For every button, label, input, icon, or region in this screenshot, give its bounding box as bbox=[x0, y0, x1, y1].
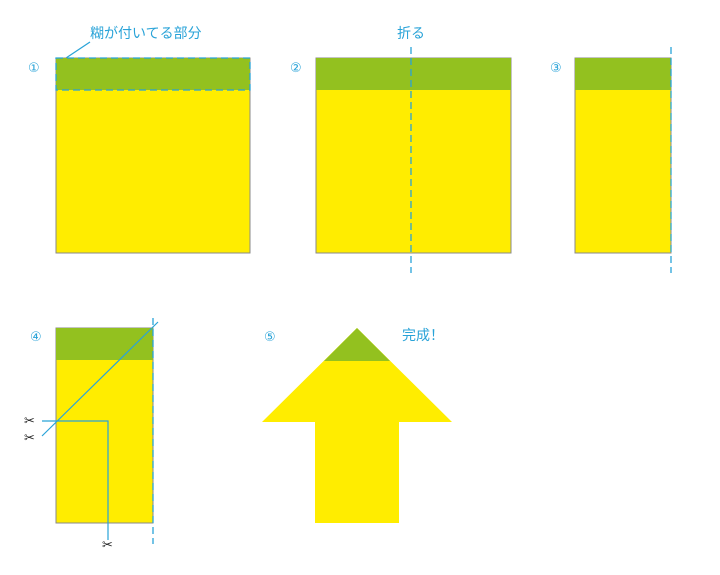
finished-arrow bbox=[262, 328, 452, 523]
scissors-icon: ✂ bbox=[24, 414, 35, 429]
step-4-diagonal-cut-line bbox=[41, 321, 159, 437]
scissors-icon: ✂ bbox=[24, 431, 35, 446]
step-2-sheet bbox=[315, 57, 512, 254]
step-1-glue-strip bbox=[56, 58, 250, 90]
step-4-glue-strip bbox=[56, 328, 153, 360]
step-5-number: ⑤ bbox=[264, 330, 276, 345]
step-4-stem-cut-line bbox=[42, 420, 109, 540]
step-2-number: ② bbox=[290, 61, 302, 76]
step-3-glue-strip bbox=[575, 58, 671, 90]
step-3-sheet bbox=[574, 57, 672, 254]
step-2-glue-strip bbox=[316, 58, 511, 90]
step-4-number: ④ bbox=[30, 330, 42, 345]
step-4-sheet bbox=[55, 327, 154, 524]
step-3-number: ③ bbox=[550, 61, 562, 76]
finished-arrow-tip bbox=[324, 328, 390, 361]
scissors-icon: ✂ bbox=[102, 538, 113, 553]
fold-label: 折る bbox=[397, 26, 425, 42]
done-label: 完成！ bbox=[402, 328, 444, 344]
step-1-glue-outline bbox=[55, 57, 251, 91]
step-1-number: ① bbox=[28, 61, 40, 76]
glue-part-label: 糊が付いてる部分 bbox=[90, 26, 202, 42]
